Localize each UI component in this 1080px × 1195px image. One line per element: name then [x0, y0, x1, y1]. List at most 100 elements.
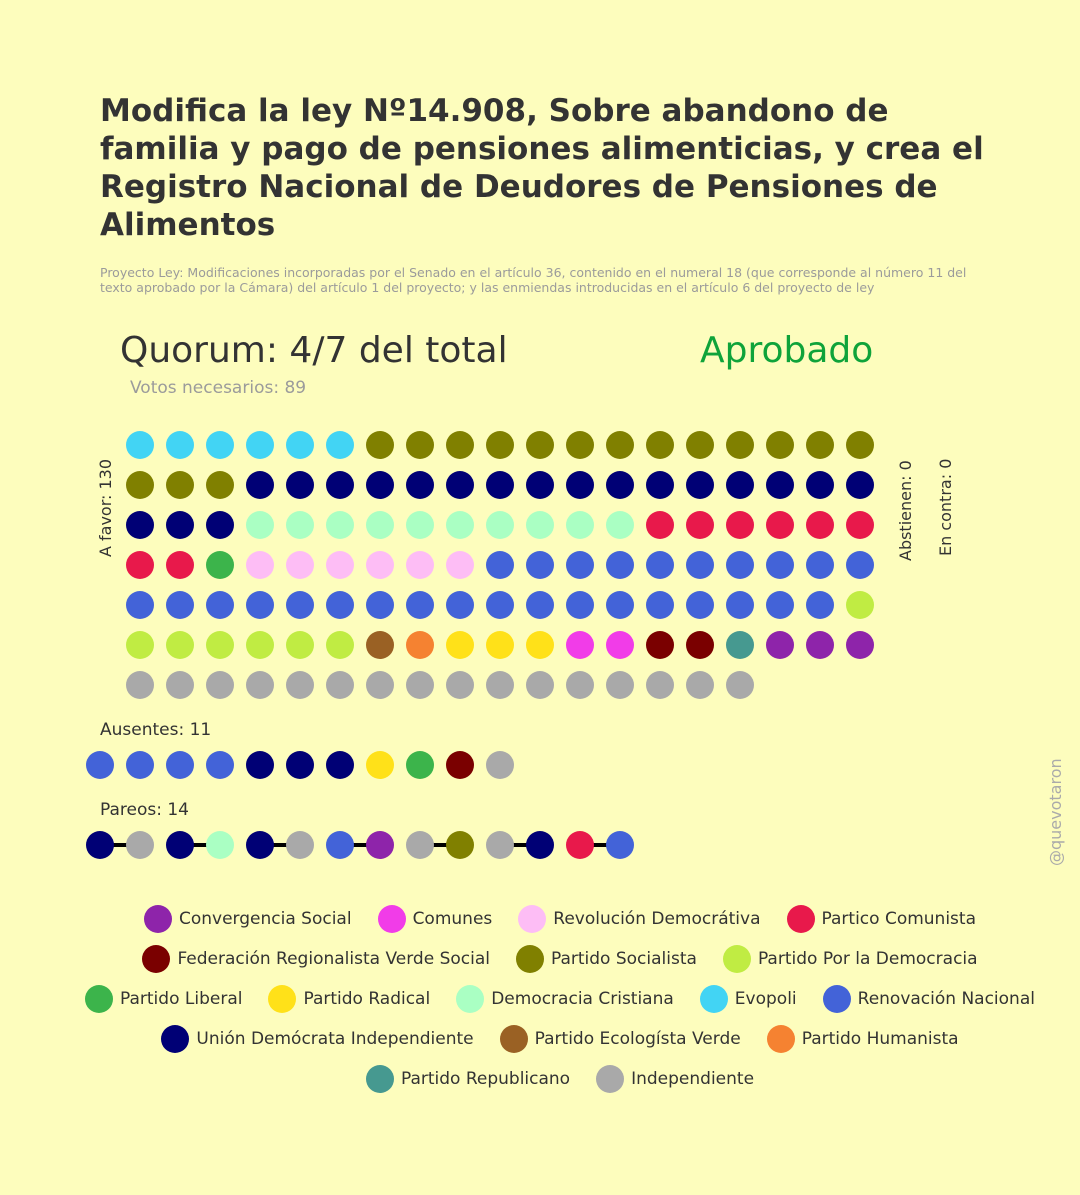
a-favor-dot-union-democrata-independiente: [126, 511, 154, 539]
a-favor-dot-evopoli: [326, 431, 354, 459]
legend-item-independiente: Independiente: [596, 1065, 754, 1093]
ausente-dot-union-democrata-independiente: [286, 751, 314, 779]
a-favor-dot-revolucion-democrativa: [326, 551, 354, 579]
a-favor-dot-convergencia-social: [766, 631, 794, 659]
legend-label: Revolución Democrátiva: [553, 909, 761, 929]
a-favor-dot-renovacion-nacional: [726, 591, 754, 619]
legend-label: Partido Socialista: [550, 949, 697, 969]
a-favor-dot-partido-republicano: [726, 631, 754, 659]
pareo-dot-independiente: [286, 831, 314, 859]
a-favor-dot-union-democrata-independiente: [606, 471, 634, 499]
a-favor-dot-renovacion-nacional: [686, 551, 714, 579]
a-favor-dot-renovacion-nacional: [766, 591, 794, 619]
a-favor-dot-partido-humanista: [406, 631, 434, 659]
a-favor-dot-union-democrata-independiente: [286, 471, 314, 499]
a-favor-dot-evopoli: [206, 431, 234, 459]
legend-swatch: [518, 905, 547, 933]
legend-swatch: [596, 1065, 625, 1093]
a-favor-dot-revolucion-democrativa: [406, 551, 434, 579]
a-favor-dot-renovacion-nacional: [646, 591, 674, 619]
a-favor-dot-union-democrata-independiente: [166, 511, 194, 539]
legend-swatch: [377, 905, 406, 933]
a-favor-dot-democracia-cristiana: [606, 511, 634, 539]
a-favor-dot-renovacion-nacional: [566, 551, 594, 579]
legend-item-renovacion-nacional: Renovación Nacional: [822, 985, 1035, 1013]
a-favor-dot-renovacion-nacional: [486, 551, 514, 579]
a-favor-dot-renovacion-nacional: [606, 591, 634, 619]
a-favor-dot-union-democrata-independiente: [246, 471, 274, 499]
a-favor-dot-partido-por-la-democracia: [286, 631, 314, 659]
legend-label: Partico Comunista: [821, 909, 976, 929]
legend-label: Evopoli: [734, 989, 797, 1009]
a-favor-dot-partido-socialista: [206, 471, 234, 499]
pareo-dot-independiente: [406, 831, 434, 859]
a-favor-dot-union-democrata-independiente: [846, 471, 874, 499]
legend-swatch: [142, 945, 171, 973]
a-favor-dot-union-democrata-independiente: [326, 471, 354, 499]
pareo-dot-partido-socialista: [446, 831, 474, 859]
a-favor-dot-renovacion-nacional: [726, 551, 754, 579]
a-favor-dot-democracia-cristiana: [246, 511, 274, 539]
a-favor-dot-independiente: [326, 671, 354, 699]
legend-swatch: [515, 945, 544, 973]
ausente-dot-renovacion-nacional: [126, 751, 154, 779]
legend-item-partico-comunista: Partico Comunista: [786, 905, 976, 933]
a-favor-dot-independiente: [606, 671, 634, 699]
a-favor-dot-partido-por-la-democracia: [166, 631, 194, 659]
a-favor-dot-partido-radical: [446, 631, 474, 659]
dot-matrix-chart: [86, 431, 874, 859]
a-favor-dot-evopoli: [246, 431, 274, 459]
a-favor-dot-renovacion-nacional: [206, 591, 234, 619]
a-favor-dot-convergencia-social: [806, 631, 834, 659]
a-favor-dot-renovacion-nacional: [806, 591, 834, 619]
legend-item-partido-liberal: Partido Liberal: [85, 985, 242, 1013]
a-favor-dot-union-democrata-independiente: [206, 511, 234, 539]
a-favor-dot-partido-socialista: [806, 431, 834, 459]
votes-needed-label: Votos necesarios: 89: [130, 378, 307, 398]
legend-swatch: [722, 945, 751, 973]
ausente-dot-renovacion-nacional: [86, 751, 114, 779]
pareo-dot-independiente: [486, 831, 514, 859]
ausente-dot-union-democrata-independiente: [326, 751, 354, 779]
legend-label: Partido Ecologísta Verde: [534, 1029, 741, 1049]
a-favor-dot-revolucion-democrativa: [366, 551, 394, 579]
a-favor-dot-partico-comunista: [126, 551, 154, 579]
a-favor-dot-union-democrata-independiente: [366, 471, 394, 499]
a-favor-dot-partico-comunista: [806, 511, 834, 539]
a-favor-dot-renovacion-nacional: [366, 591, 394, 619]
a-favor-dot-renovacion-nacional: [766, 551, 794, 579]
legend-item-union-democrata-independiente: Unión Demócrata Independiente: [161, 1025, 474, 1053]
a-favor-dot-independiente: [646, 671, 674, 699]
a-favor-dot-independiente: [566, 671, 594, 699]
legend-label: Partido Humanista: [801, 1029, 959, 1049]
a-favor-dot-revolucion-democrativa: [446, 551, 474, 579]
a-favor-dot-partido-socialista: [606, 431, 634, 459]
legend-item-partido-por-la-democracia: Partido Por la Democracia: [722, 945, 978, 973]
a-favor-dot-democracia-cristiana: [326, 511, 354, 539]
a-favor-dot-evopoli: [286, 431, 314, 459]
a-favor-dot-democracia-cristiana: [566, 511, 594, 539]
a-favor-dot-partido-socialista: [686, 431, 714, 459]
pareo-dot-union-democrata-independiente: [166, 831, 194, 859]
a-favor-dot-partico-comunista: [166, 551, 194, 579]
a-favor-dot-renovacion-nacional: [246, 591, 274, 619]
a-favor-dot-revolucion-democrativa: [286, 551, 314, 579]
a-favor-dot-partido-socialista: [446, 431, 474, 459]
legend-swatch: [143, 905, 172, 933]
ausente-dot-renovacion-nacional: [206, 751, 234, 779]
legend-swatch: [499, 1025, 528, 1053]
a-favor-dot-union-democrata-independiente: [446, 471, 474, 499]
legend-label: Federación Regionalista Verde Social: [177, 949, 490, 969]
pareo-dot-democracia-cristiana: [206, 831, 234, 859]
pareo-dot-partico-comunista: [566, 831, 594, 859]
legend-label: Comunes: [412, 909, 493, 929]
result-label: Aprobado: [700, 330, 874, 371]
legend-item-comunes: Comunes: [377, 905, 493, 933]
legend-label: Independiente: [631, 1069, 755, 1089]
a-favor-dot-independiente: [406, 671, 434, 699]
pareo-dot-independiente: [126, 831, 154, 859]
ausente-dot-federacion-regionalista-verde-social: [446, 751, 474, 779]
legend-item-convergencia-social: Convergencia Social: [143, 905, 352, 933]
a-favor-dot-renovacion-nacional: [326, 591, 354, 619]
a-favor-dot-renovacion-nacional: [646, 551, 674, 579]
